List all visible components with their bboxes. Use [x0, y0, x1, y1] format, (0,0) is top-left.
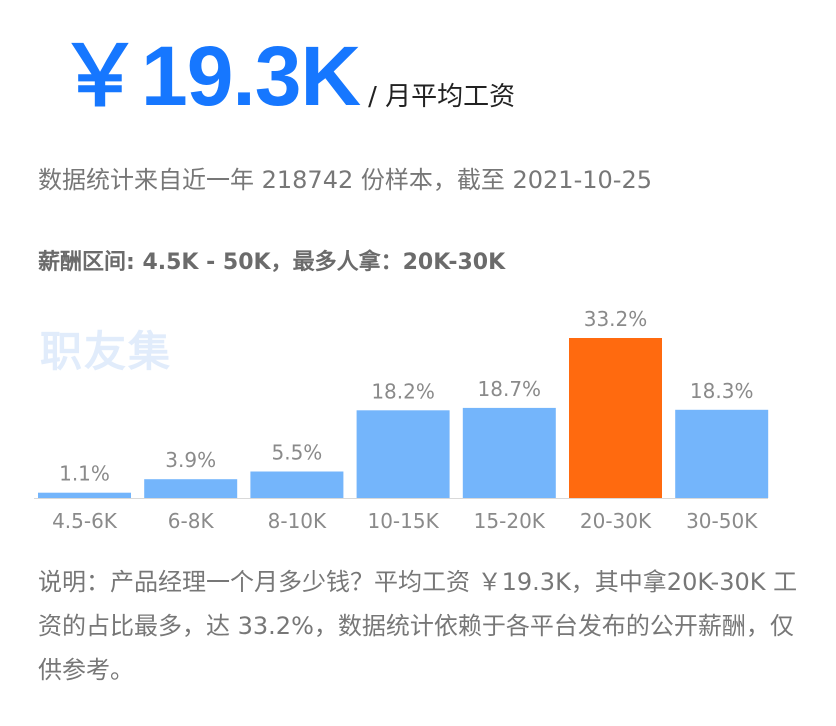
bar-value-label: 18.3% [690, 379, 754, 403]
bar-value-label: 3.9% [165, 448, 216, 472]
salary-distribution-chart: 1.1% 4.5-6K 3.9% 6-8K 5.5% 8-10K 18.2% 10-15K 18… [34, 307, 769, 533]
average-salary-header: ￥19.3K / 月平均工资 [58, 29, 516, 123]
x-tick-label: 6-8K [168, 509, 215, 533]
bar-10-15K [356, 410, 450, 498]
bar-value-label: 1.1% [59, 462, 110, 486]
bar-value-label: 18.7% [478, 377, 542, 401]
bar-6-8K [144, 479, 238, 498]
x-tick-label: 30-50K [686, 509, 758, 533]
average-salary-unit: / 月平均工资 [368, 82, 516, 112]
bar-4.5-6K [38, 492, 131, 498]
bar-30-50K [675, 409, 769, 498]
x-tick-label: 10-15K [367, 509, 439, 533]
bar-value-label: 5.5% [271, 441, 322, 465]
average-salary-amount: ￥19.3K [58, 29, 361, 123]
x-tick-label: 8-10K [268, 509, 327, 533]
bar-value-label: 33.2% [584, 307, 648, 331]
x-tick-label: 20-30K [580, 509, 652, 533]
x-tick-label: 4.5-6K [52, 509, 118, 533]
description-text: 说明：产品经理一个月多少钱？平均工资 ￥19.3K，其中拿20K-30K 工资的… [38, 568, 798, 684]
bar-8-10K [250, 471, 344, 498]
bar-15-20K [462, 407, 556, 498]
sample-info: 数据统计来自近一年 218742 份样本，截至 2021-10-25 [38, 166, 652, 194]
bar-20-30K [569, 338, 662, 498]
watermark-logo: 职友集 [40, 327, 173, 376]
x-tick-label: 15-20K [474, 509, 546, 533]
bar-value-label: 18.2% [371, 379, 435, 403]
salary-range-info: 薪酬区间: 4.5K - 50K，最多人拿：20K-30K [38, 250, 506, 275]
